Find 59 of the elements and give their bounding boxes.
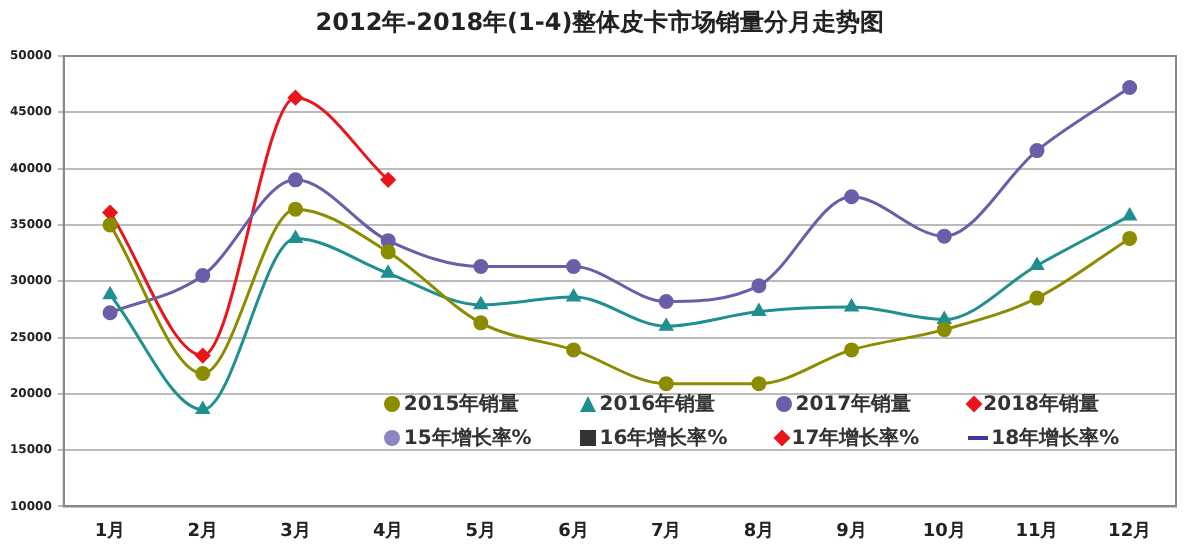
- x-tick-label: 5月: [465, 519, 497, 542]
- point: [195, 268, 211, 284]
- legend-label: 2017年销量: [795, 391, 912, 419]
- point: [473, 315, 489, 331]
- x-tick-label: 11月: [1015, 519, 1059, 542]
- x-tick-label: 3月: [280, 519, 311, 542]
- legend-label: 18年增长率%: [991, 424, 1120, 453]
- point: [566, 342, 582, 358]
- x-tick-label: 4月: [372, 519, 404, 542]
- x-tick-label: 1月: [94, 519, 126, 542]
- point: [287, 201, 303, 217]
- point: [380, 244, 396, 260]
- point: [936, 322, 952, 338]
- point: [751, 278, 767, 294]
- x-tick-label: 2月: [187, 519, 219, 542]
- point: [659, 318, 673, 331]
- x-tick-label: 9月: [836, 519, 867, 542]
- point: [196, 402, 210, 415]
- x-tick-label: 10月: [922, 519, 966, 542]
- point: [1122, 208, 1137, 221]
- point: [844, 189, 860, 205]
- x-tick-label: 8月: [743, 519, 775, 542]
- point: [937, 311, 951, 324]
- point: [380, 172, 396, 188]
- point: [1030, 257, 1044, 270]
- chart-title: 2012年-2018年(1-4)整体皮卡市场销量分月走势图: [313, 6, 887, 40]
- legend-label: 2016年销量: [599, 391, 716, 419]
- point: [1122, 230, 1138, 246]
- point: [103, 287, 117, 300]
- point: [195, 366, 211, 382]
- point: [936, 228, 952, 244]
- point: [287, 172, 303, 188]
- point: [1029, 143, 1045, 159]
- point: [566, 289, 581, 302]
- legend-label: 15年增长率%: [403, 424, 532, 453]
- point: [844, 299, 859, 312]
- point: [752, 304, 766, 317]
- legend-label: 2015年销量: [403, 391, 520, 419]
- x-tick-label: 6月: [558, 519, 589, 542]
- point: [658, 293, 674, 309]
- point: [658, 376, 674, 392]
- point: [474, 297, 488, 310]
- legend-label: 2018年销量: [983, 391, 1100, 419]
- point: [102, 217, 118, 233]
- x-tick-label: 7月: [650, 519, 682, 542]
- point: [473, 259, 489, 275]
- point: [1122, 80, 1138, 96]
- point: [102, 305, 118, 321]
- point: [288, 230, 303, 243]
- legend-label: 16年增长率%: [599, 424, 728, 453]
- point: [566, 259, 582, 275]
- point: [751, 376, 767, 392]
- x-tick-label: 12月: [1108, 519, 1152, 542]
- point: [287, 90, 303, 106]
- point: [381, 265, 395, 278]
- point: [1029, 290, 1045, 306]
- legend-label: 17年增长率%: [791, 424, 920, 453]
- point: [844, 342, 860, 358]
- point: [195, 348, 211, 364]
